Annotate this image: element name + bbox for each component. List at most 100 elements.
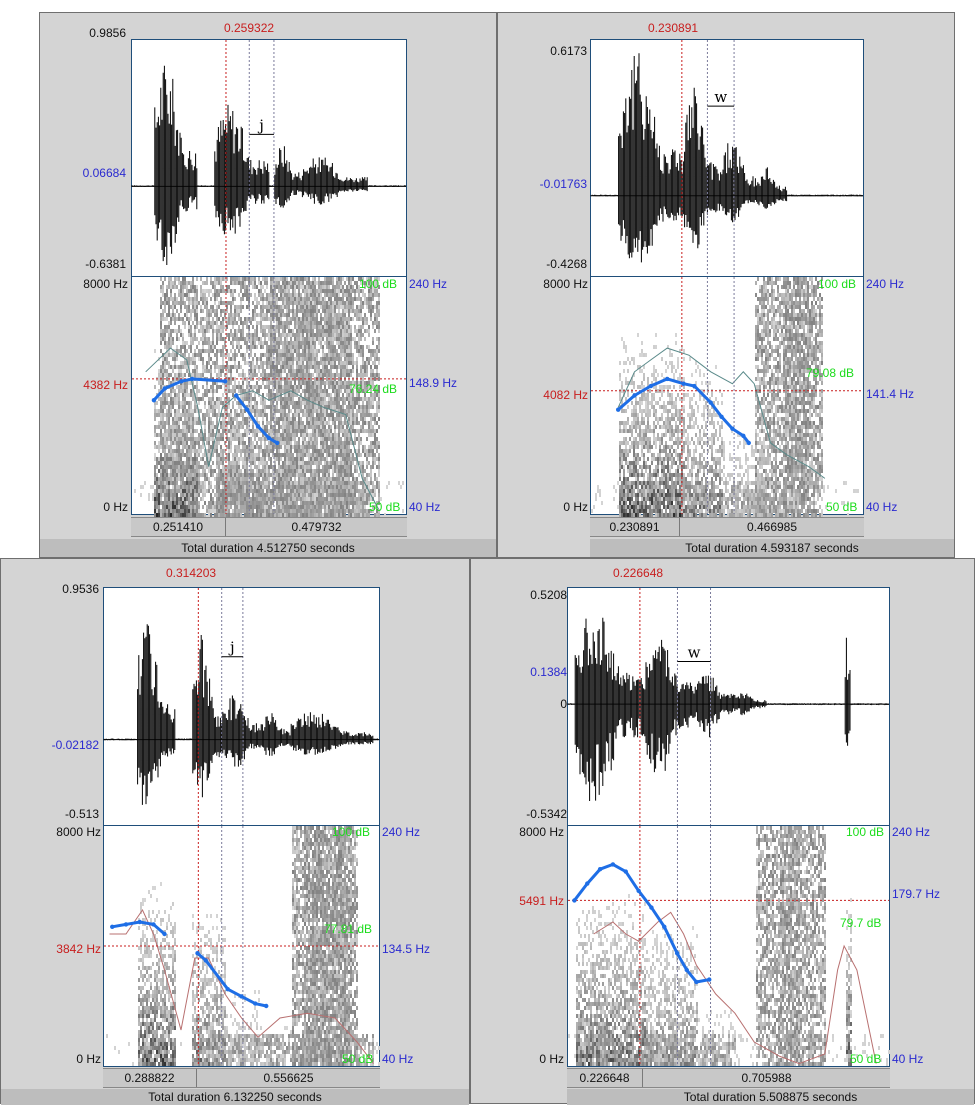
pitch-point [110,925,114,929]
selection-length[interactable]: 0.466985 [680,518,864,536]
pitch-bottom-label: 40 Hz [382,1052,413,1066]
db-top-label: 100 dB [846,825,884,839]
cursor-time-label: 0.314203 [166,566,216,580]
db-cursor-label: 76.24 dB [349,382,397,396]
amp-max-label: 0.9856 [40,26,126,40]
freq-bottom-label: 0 Hz [498,500,588,514]
spectrogram-view[interactable] [567,826,890,1067]
pitch-point [162,932,166,936]
pitch-point [616,408,620,412]
sound-panel-4: 0.226648 0.5208 0.1384 0 -0.5342 8000 Hz… [470,558,975,1104]
waveform-view[interactable]: w [567,587,890,826]
spectrogram-view[interactable] [590,277,864,515]
freq-top-label: 8000 Hz [40,277,128,291]
pitch-point [267,436,271,440]
amp-min-label: -0.513 [1,807,99,821]
cursor-time-label: 0.259322 [224,21,274,35]
segment-label: j [257,116,264,134]
segment-label: w [714,88,727,106]
pitch-point [239,994,243,998]
selection-start[interactable]: 0.230891 [590,518,680,536]
spectrogram-view[interactable] [131,277,407,515]
total-duration-bar[interactable]: Total duration 4.593187 seconds [590,539,954,557]
pitch-bottom-label: 40 Hz [892,1052,923,1066]
pitch-point [152,398,156,402]
selection-bar: 0.226648 0.705988 [567,1068,890,1088]
pitch-point [223,379,227,383]
freq-bottom-label: 0 Hz [40,500,128,514]
pitch-top-label: 240 Hz [866,277,904,291]
pitch-point [741,434,745,438]
pitch-point [662,925,666,929]
db-bottom-label: 50 dB [342,1052,373,1066]
spectrogram-view[interactable] [103,826,380,1067]
pitch-point [708,400,712,404]
waveform-view[interactable]: w [590,39,864,277]
freq-cursor-label: 4382 Hz [40,378,128,392]
db-cursor-label: 77.81 dB [324,922,372,936]
pitch-point [234,393,238,397]
pitch-point [256,424,260,428]
pitch-point [685,968,689,972]
db-top-label: 100 dB [332,825,370,839]
db-top-label: 100 dB [359,277,397,291]
amp-cursor-label: 0.06684 [40,166,126,180]
waveform-view[interactable]: j [131,39,407,277]
freq-top-label: 8000 Hz [498,277,588,291]
pitch-point [598,867,602,871]
selection-bar: 0.288822 0.556625 [103,1068,380,1088]
pitch-point [264,1004,268,1008]
waveform-view[interactable]: j [103,587,380,826]
amp-min-label: -0.6381 [40,257,126,271]
pitch-point [204,958,208,962]
pitch-point [707,977,711,981]
selection-length[interactable]: 0.479732 [226,518,407,536]
pitch-top-label: 240 Hz [382,825,420,839]
selection-length[interactable]: 0.705988 [643,1069,890,1087]
segment-label: w [688,643,701,661]
pitch-point [730,426,734,430]
sound-panel-1: 0.259322 0.9856 0.06684 -0.6381 8000 Hz … [39,12,497,558]
pitch-point [163,386,167,390]
pitch-cursor-label: 179.7 Hz [892,887,940,901]
total-duration-bar[interactable]: Total duration 4.512750 seconds [40,539,496,557]
selection-bar: 0.251410 0.479732 [131,517,407,537]
selection-start[interactable]: 0.288822 [103,1069,197,1087]
sound-panel-2: 0.230891 0.6173 -0.01763 -0.4268 8000 Hz… [497,12,955,558]
pitch-cursor-label: 148.9 Hz [409,376,457,390]
pitch-point [179,379,183,383]
amp-max-label: 0.6173 [498,44,587,58]
selection-start[interactable]: 0.226648 [567,1069,643,1087]
waveform-plot: j [104,588,379,825]
selection-start[interactable]: 0.251410 [131,518,226,536]
pitch-point [611,862,615,866]
db-bottom-label: 50 dB [850,1052,881,1066]
db-cursor-label: 79.7 dB [840,916,881,930]
pitch-top-label: 240 Hz [892,825,930,839]
pitch-cursor-label: 134.5 Hz [382,942,430,956]
pitch-point [747,441,751,445]
spectrogram-plot [104,826,379,1066]
waveform-trace [132,66,406,265]
total-duration-bar[interactable]: Total duration 6.132250 seconds [1,1089,469,1105]
pitch-point [151,922,155,926]
pitch-point [253,1001,257,1005]
db-bottom-label: 50 dB [369,500,400,514]
waveform-plot: w [591,40,863,276]
pitch-point [665,377,669,381]
waveform-plot: j [132,40,406,276]
waveform-trace [104,624,379,805]
selection-length[interactable]: 0.556625 [197,1069,380,1087]
cursor-time-label: 0.230891 [648,21,698,35]
spectrogram-image [568,826,890,1066]
db-cursor-label: 79.08 dB [806,366,854,380]
total-duration-bar[interactable]: Total duration 5.508875 seconds [567,1089,974,1105]
pitch-point [675,951,679,955]
pitch-point [245,408,249,412]
waveform-trace [591,53,862,262]
db-bottom-label: 50 dB [826,500,857,514]
freq-cursor-label: 4082 Hz [498,388,588,402]
pitch-point [649,905,653,909]
pitch-cursor-label: 141.4 Hz [866,387,914,401]
freq-bottom-label: 0 Hz [1,1052,101,1066]
